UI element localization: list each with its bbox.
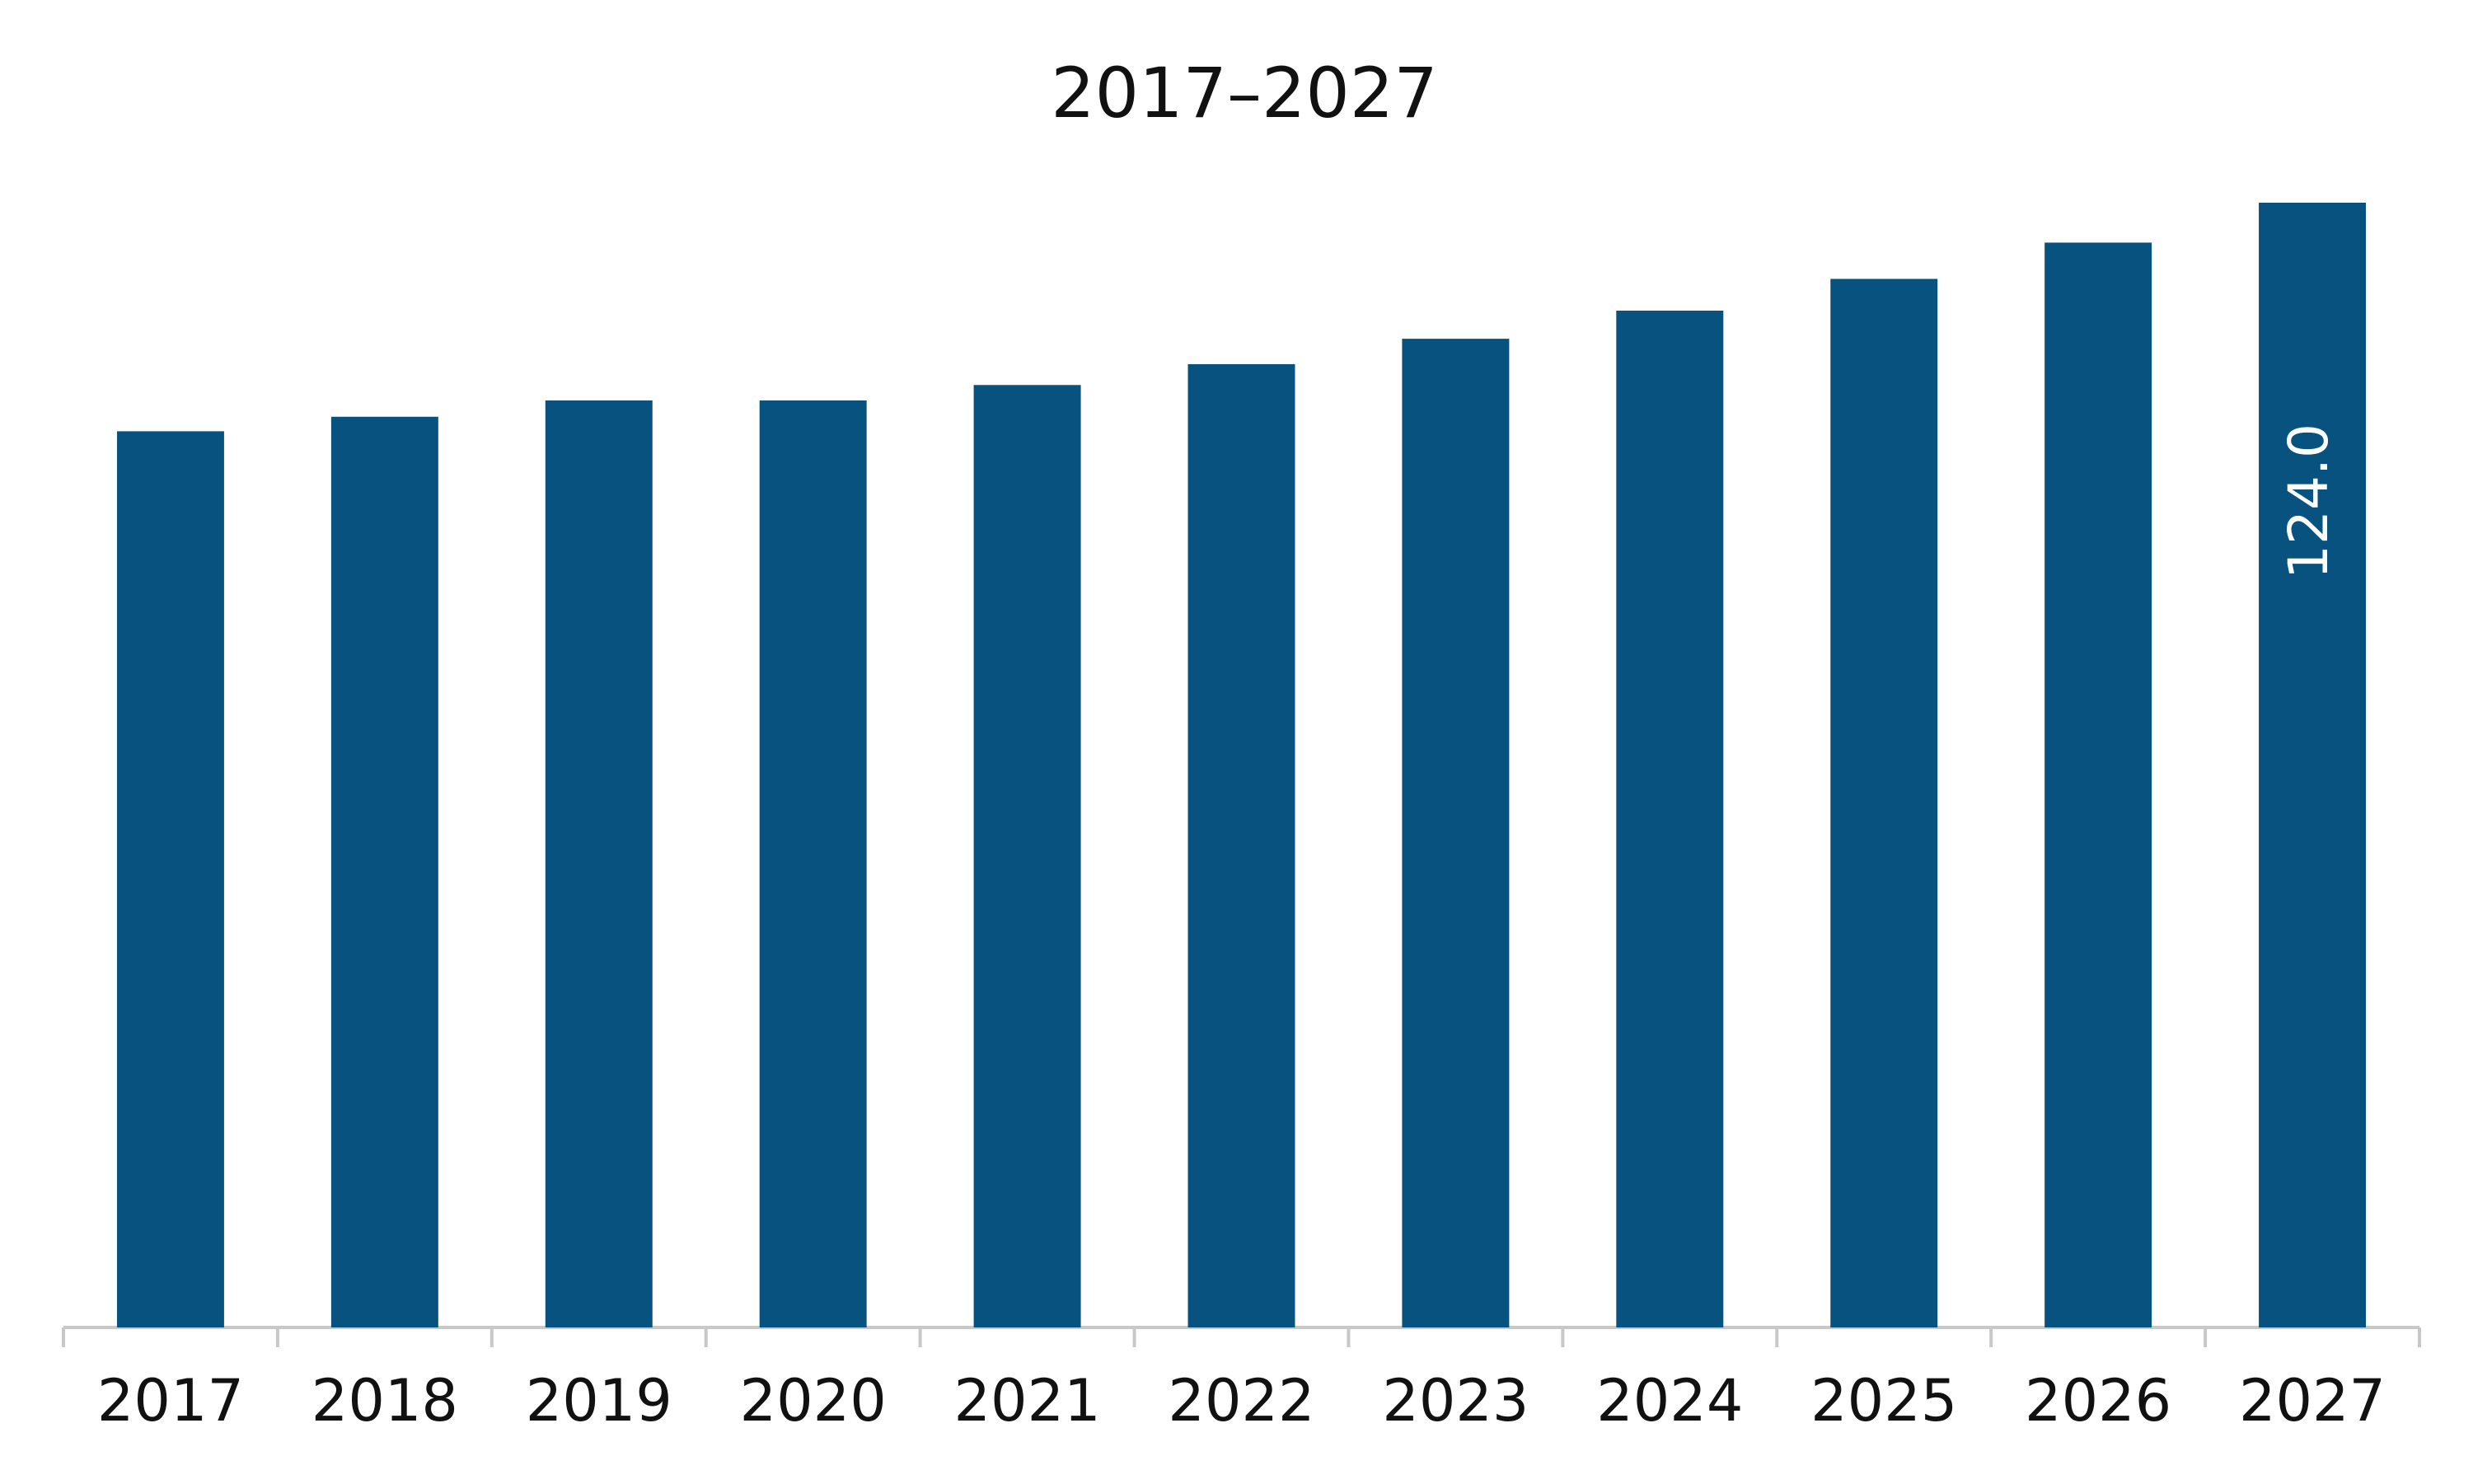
bar: [973, 385, 1081, 1327]
x-tick-label: 2020: [740, 1367, 887, 1435]
bar: [116, 431, 224, 1327]
x-tick-label: 2022: [1168, 1367, 1314, 1435]
x-tick-label: 2023: [1382, 1367, 1529, 1435]
bar: [759, 400, 867, 1327]
x-tick-label: 2026: [2025, 1367, 2171, 1435]
x-tick-label: 2025: [1810, 1367, 1957, 1435]
bar: [2044, 242, 2152, 1327]
x-tick-label: 2021: [954, 1367, 1101, 1435]
x-tick-label: 2017: [97, 1367, 244, 1435]
bar: [330, 416, 438, 1328]
bar: [1187, 363, 1295, 1327]
bar: [1402, 339, 1510, 1327]
chart-title: 2017–2027: [1051, 53, 1438, 133]
bar: [1830, 279, 1938, 1327]
x-tick-label: 2019: [526, 1367, 672, 1435]
bar: [545, 400, 653, 1327]
x-tick-label: 2018: [311, 1367, 458, 1435]
x-tick-label: 2027: [2239, 1367, 2386, 1435]
bar: [2259, 203, 2367, 1327]
bar: [1616, 310, 1724, 1327]
value-label: 124.0: [2277, 424, 2340, 579]
x-tick-label: 2024: [1596, 1367, 1743, 1435]
